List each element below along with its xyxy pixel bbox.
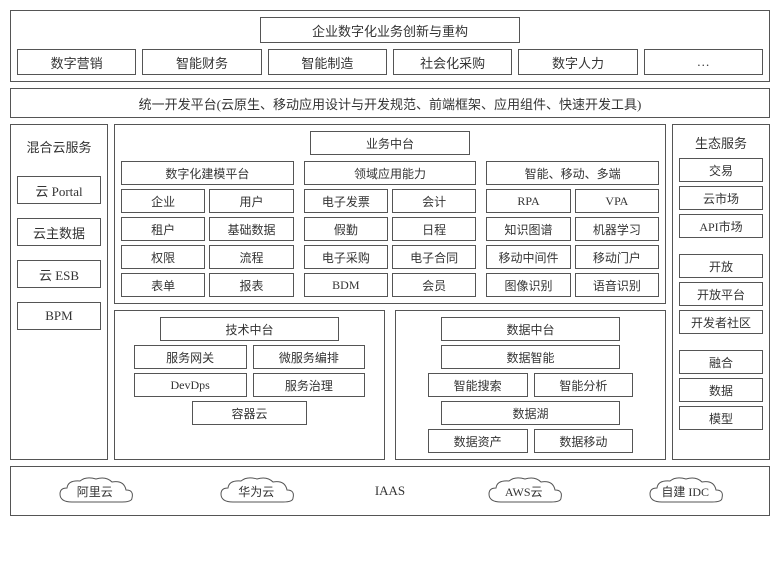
top-item: 数字营销 (17, 49, 136, 75)
right-item: 数据 (679, 378, 763, 402)
cell: 微服务编排 (253, 345, 366, 369)
cell: VPA (575, 189, 659, 213)
left-panel: 混合云服务 云 Portal 云主数据 云 ESB BPM (10, 124, 108, 460)
section-header: 数字化建模平台 (121, 161, 294, 185)
cell: 数据资产 (428, 429, 528, 453)
top-block: 企业数字化业务创新与重构 数字营销 智能财务 智能制造 社会化采购 数字人力 … (10, 10, 770, 82)
cell: 日程 (392, 217, 476, 241)
cell: 电子采购 (304, 245, 388, 269)
cell: 智能分析 (534, 373, 634, 397)
cell: 用户 (209, 189, 293, 213)
top-items-row: 数字营销 智能财务 智能制造 社会化采购 数字人力 … (17, 49, 763, 75)
biz-platform: 业务中台 数字化建模平台 企业用户 租户基础数据 权限流程 表单报表 领域应用能… (114, 124, 666, 304)
top-item: 数字人力 (518, 49, 637, 75)
cloud-label: 自建 IDC (642, 483, 728, 500)
cell: 移动中间件 (486, 245, 570, 269)
cell: 基础数据 (209, 217, 293, 241)
top-title: 企业数字化业务创新与重构 (260, 17, 520, 43)
biz-title: 业务中台 (310, 131, 470, 155)
top-item: 社会化采购 (393, 49, 512, 75)
cell: 报表 (209, 273, 293, 297)
cell: BDM (304, 273, 388, 297)
cloud-label: 阿里云 (52, 483, 138, 500)
data-platform: 数据中台 数据智能 智能搜索智能分析 数据湖 数据资产数据移动 (395, 310, 666, 460)
data-header: 数据中台 (441, 317, 621, 341)
tech-platform: 技术中台 服务网关微服务编排 DevDps服务治理 容器云 (114, 310, 385, 460)
top-item-more: … (644, 49, 763, 75)
right-item: API市场 (679, 214, 763, 238)
biz-section: 数字化建模平台 企业用户 租户基础数据 权限流程 表单报表 (121, 161, 294, 297)
left-item: BPM (17, 302, 101, 330)
right-item: 开发者社区 (679, 310, 763, 334)
cell: 电子合同 (392, 245, 476, 269)
cell: 服务网关 (134, 345, 247, 369)
cell: 会计 (392, 189, 476, 213)
cloud-item: 自建 IDC (642, 474, 728, 508)
platform-bar: 统一开发平台(云原生、移动应用设计与开发规范、前端框架、应用组件、快速开发工具) (10, 88, 770, 118)
data-sub: 数据智能 (441, 345, 621, 369)
cell: 租户 (121, 217, 205, 241)
section-header: 智能、移动、多端 (486, 161, 659, 185)
section-header: 领域应用能力 (304, 161, 477, 185)
cloud-label: AWS云 (481, 483, 567, 500)
left-item: 云 Portal (17, 176, 101, 204)
right-item: 交易 (679, 158, 763, 182)
tech-data-row: 技术中台 服务网关微服务编排 DevDps服务治理 容器云 数据中台 数据智能 … (114, 310, 666, 460)
cloud-item: AWS云 (481, 474, 567, 508)
tech-header: 技术中台 (160, 317, 340, 341)
cell: 智能搜索 (428, 373, 528, 397)
right-item: 模型 (679, 406, 763, 430)
cell: 服务治理 (253, 373, 366, 397)
biz-section: 领域应用能力 电子发票会计 假勤日程 电子采购电子合同 BDM会员 (304, 161, 477, 297)
right-panel: 生态服务 交易 云市场 API市场 开放 开放平台 开发者社区 融合 数据 模型 (672, 124, 770, 460)
middle-panel: 业务中台 数字化建模平台 企业用户 租户基础数据 权限流程 表单报表 领域应用能… (114, 124, 666, 460)
cell: 语音识别 (575, 273, 659, 297)
cell: 图像识别 (486, 273, 570, 297)
cell: DevDps (134, 373, 247, 397)
right-item: 融合 (679, 350, 763, 374)
cell: 容器云 (192, 401, 308, 425)
cloud-item: 华为云 (213, 474, 299, 508)
top-item: 智能制造 (268, 49, 387, 75)
cell: 权限 (121, 245, 205, 269)
cell: 假勤 (304, 217, 388, 241)
bottom-clouds: 阿里云 华为云 IAAS AWS云 自建 IDC (10, 466, 770, 516)
right-header: 生态服务 (679, 131, 763, 154)
biz-section: 智能、移动、多端 RPAVPA 知识图谱机器学习 移动中间件移动门户 图像识别语… (486, 161, 659, 297)
cloud-label: 华为云 (213, 483, 299, 500)
cloud-item: 阿里云 (52, 474, 138, 508)
iaas-label: IAAS (375, 483, 405, 499)
cell: 数据移动 (534, 429, 634, 453)
right-item: 开放平台 (679, 282, 763, 306)
left-item: 云 ESB (17, 260, 101, 288)
right-item: 云市场 (679, 186, 763, 210)
cell: 电子发票 (304, 189, 388, 213)
cell: 数据湖 (441, 401, 621, 425)
left-item: 云主数据 (17, 218, 101, 246)
main-row: 混合云服务 云 Portal 云主数据 云 ESB BPM 业务中台 数字化建模… (10, 124, 770, 460)
left-header: 混合云服务 (17, 131, 101, 162)
cell: 移动门户 (575, 245, 659, 269)
cell: 机器学习 (575, 217, 659, 241)
cell: 知识图谱 (486, 217, 570, 241)
cell: 会员 (392, 273, 476, 297)
biz-sections: 数字化建模平台 企业用户 租户基础数据 权限流程 表单报表 领域应用能力 电子发… (121, 161, 659, 297)
right-item: 开放 (679, 254, 763, 278)
cell: 企业 (121, 189, 205, 213)
cell: 流程 (209, 245, 293, 269)
top-item: 智能财务 (142, 49, 261, 75)
cell: 表单 (121, 273, 205, 297)
cell: RPA (486, 189, 570, 213)
